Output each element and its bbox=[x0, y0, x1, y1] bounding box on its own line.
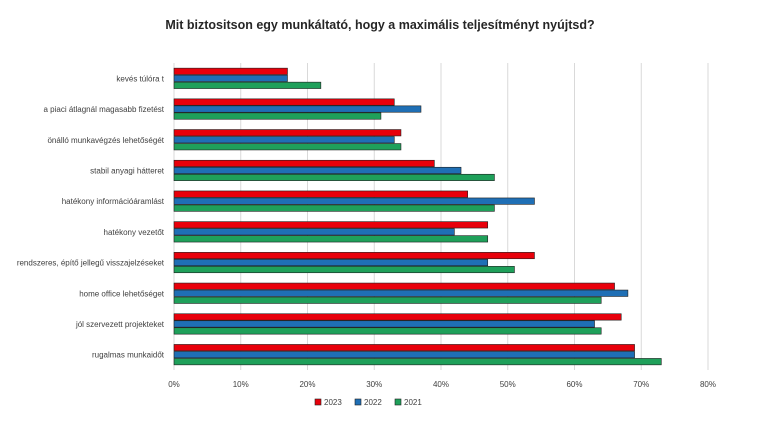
x-tick-label: 20% bbox=[299, 380, 315, 389]
legend: 2023 2022 2021 bbox=[314, 398, 422, 407]
chart-title: Mit biztositson egy munkáltató, hogy a m… bbox=[165, 18, 594, 32]
bar-2023 bbox=[173, 98, 395, 106]
legend-swatch-2021 bbox=[394, 398, 402, 406]
bar-2022 bbox=[173, 228, 455, 236]
bar-2022 bbox=[173, 259, 489, 267]
category-label: rendszeres, építő jellegű visszajelzések… bbox=[17, 259, 165, 268]
bar-2023 bbox=[173, 252, 535, 260]
bar-2023 bbox=[173, 190, 469, 198]
bar-2021 bbox=[173, 296, 602, 304]
bar-2022 bbox=[173, 74, 288, 82]
bar-2022 bbox=[173, 289, 629, 297]
x-tick-label: 0% bbox=[168, 380, 180, 389]
bar-2021 bbox=[173, 112, 382, 120]
legend-label: 2021 bbox=[404, 398, 422, 407]
bar-2021 bbox=[173, 358, 662, 366]
legend-label: 2022 bbox=[364, 398, 382, 407]
bar-2023 bbox=[173, 313, 622, 321]
bar-2023 bbox=[173, 344, 635, 352]
category-labels: kevés túlóra t a piaci átlagnál magasabb … bbox=[17, 74, 165, 359]
bar-2021 bbox=[173, 235, 489, 243]
category-label: önálló munkavégzés lehetőségét bbox=[47, 136, 164, 145]
legend-label: 2023 bbox=[324, 398, 342, 407]
bar-2021 bbox=[173, 173, 495, 181]
bar-2021 bbox=[173, 327, 602, 335]
category-label: kevés túlóra t bbox=[116, 74, 164, 83]
bar-2023 bbox=[173, 159, 435, 167]
x-tick-label: 50% bbox=[500, 380, 516, 389]
bar-2023 bbox=[173, 67, 288, 75]
category-label: rugalmas munkaidőt bbox=[92, 351, 165, 360]
bar-2022 bbox=[173, 166, 462, 174]
bar-2022 bbox=[173, 320, 595, 328]
bar-2022 bbox=[173, 136, 395, 144]
bar-2021 bbox=[173, 266, 515, 274]
legend-swatch-2023 bbox=[314, 398, 322, 406]
bar-2023 bbox=[173, 129, 402, 137]
bar-2021 bbox=[173, 81, 322, 89]
bar-2023 bbox=[173, 282, 615, 290]
legend-swatch-2022 bbox=[354, 398, 362, 406]
x-tick-label: 10% bbox=[233, 380, 249, 389]
category-label: home office lehetőséget bbox=[79, 289, 165, 298]
category-label: a piaci átlagnál magasabb fizetést bbox=[43, 105, 164, 114]
bar-2023 bbox=[173, 221, 489, 229]
bar-2021 bbox=[173, 143, 402, 151]
bars bbox=[173, 67, 662, 366]
bar-2021 bbox=[173, 204, 495, 212]
category-label: hatékony vezetőt bbox=[104, 228, 165, 237]
x-tick-label: 60% bbox=[566, 380, 582, 389]
category-label: stabil anyagi hátteret bbox=[90, 166, 165, 175]
x-tick-label: 30% bbox=[366, 380, 382, 389]
bar-2022 bbox=[173, 197, 535, 205]
x-tick-label: 40% bbox=[433, 380, 449, 389]
category-label: jól szervezett projekteket bbox=[75, 320, 165, 329]
x-axis-ticks: 0% 10% 20% 30% 40% 50% 60% 70% 80% bbox=[168, 380, 716, 389]
bar-2022 bbox=[173, 105, 422, 113]
category-label: hatékony információáramlást bbox=[62, 197, 165, 206]
bar-2022 bbox=[173, 351, 635, 359]
x-tick-label: 70% bbox=[633, 380, 649, 389]
x-tick-label: 80% bbox=[700, 380, 716, 389]
